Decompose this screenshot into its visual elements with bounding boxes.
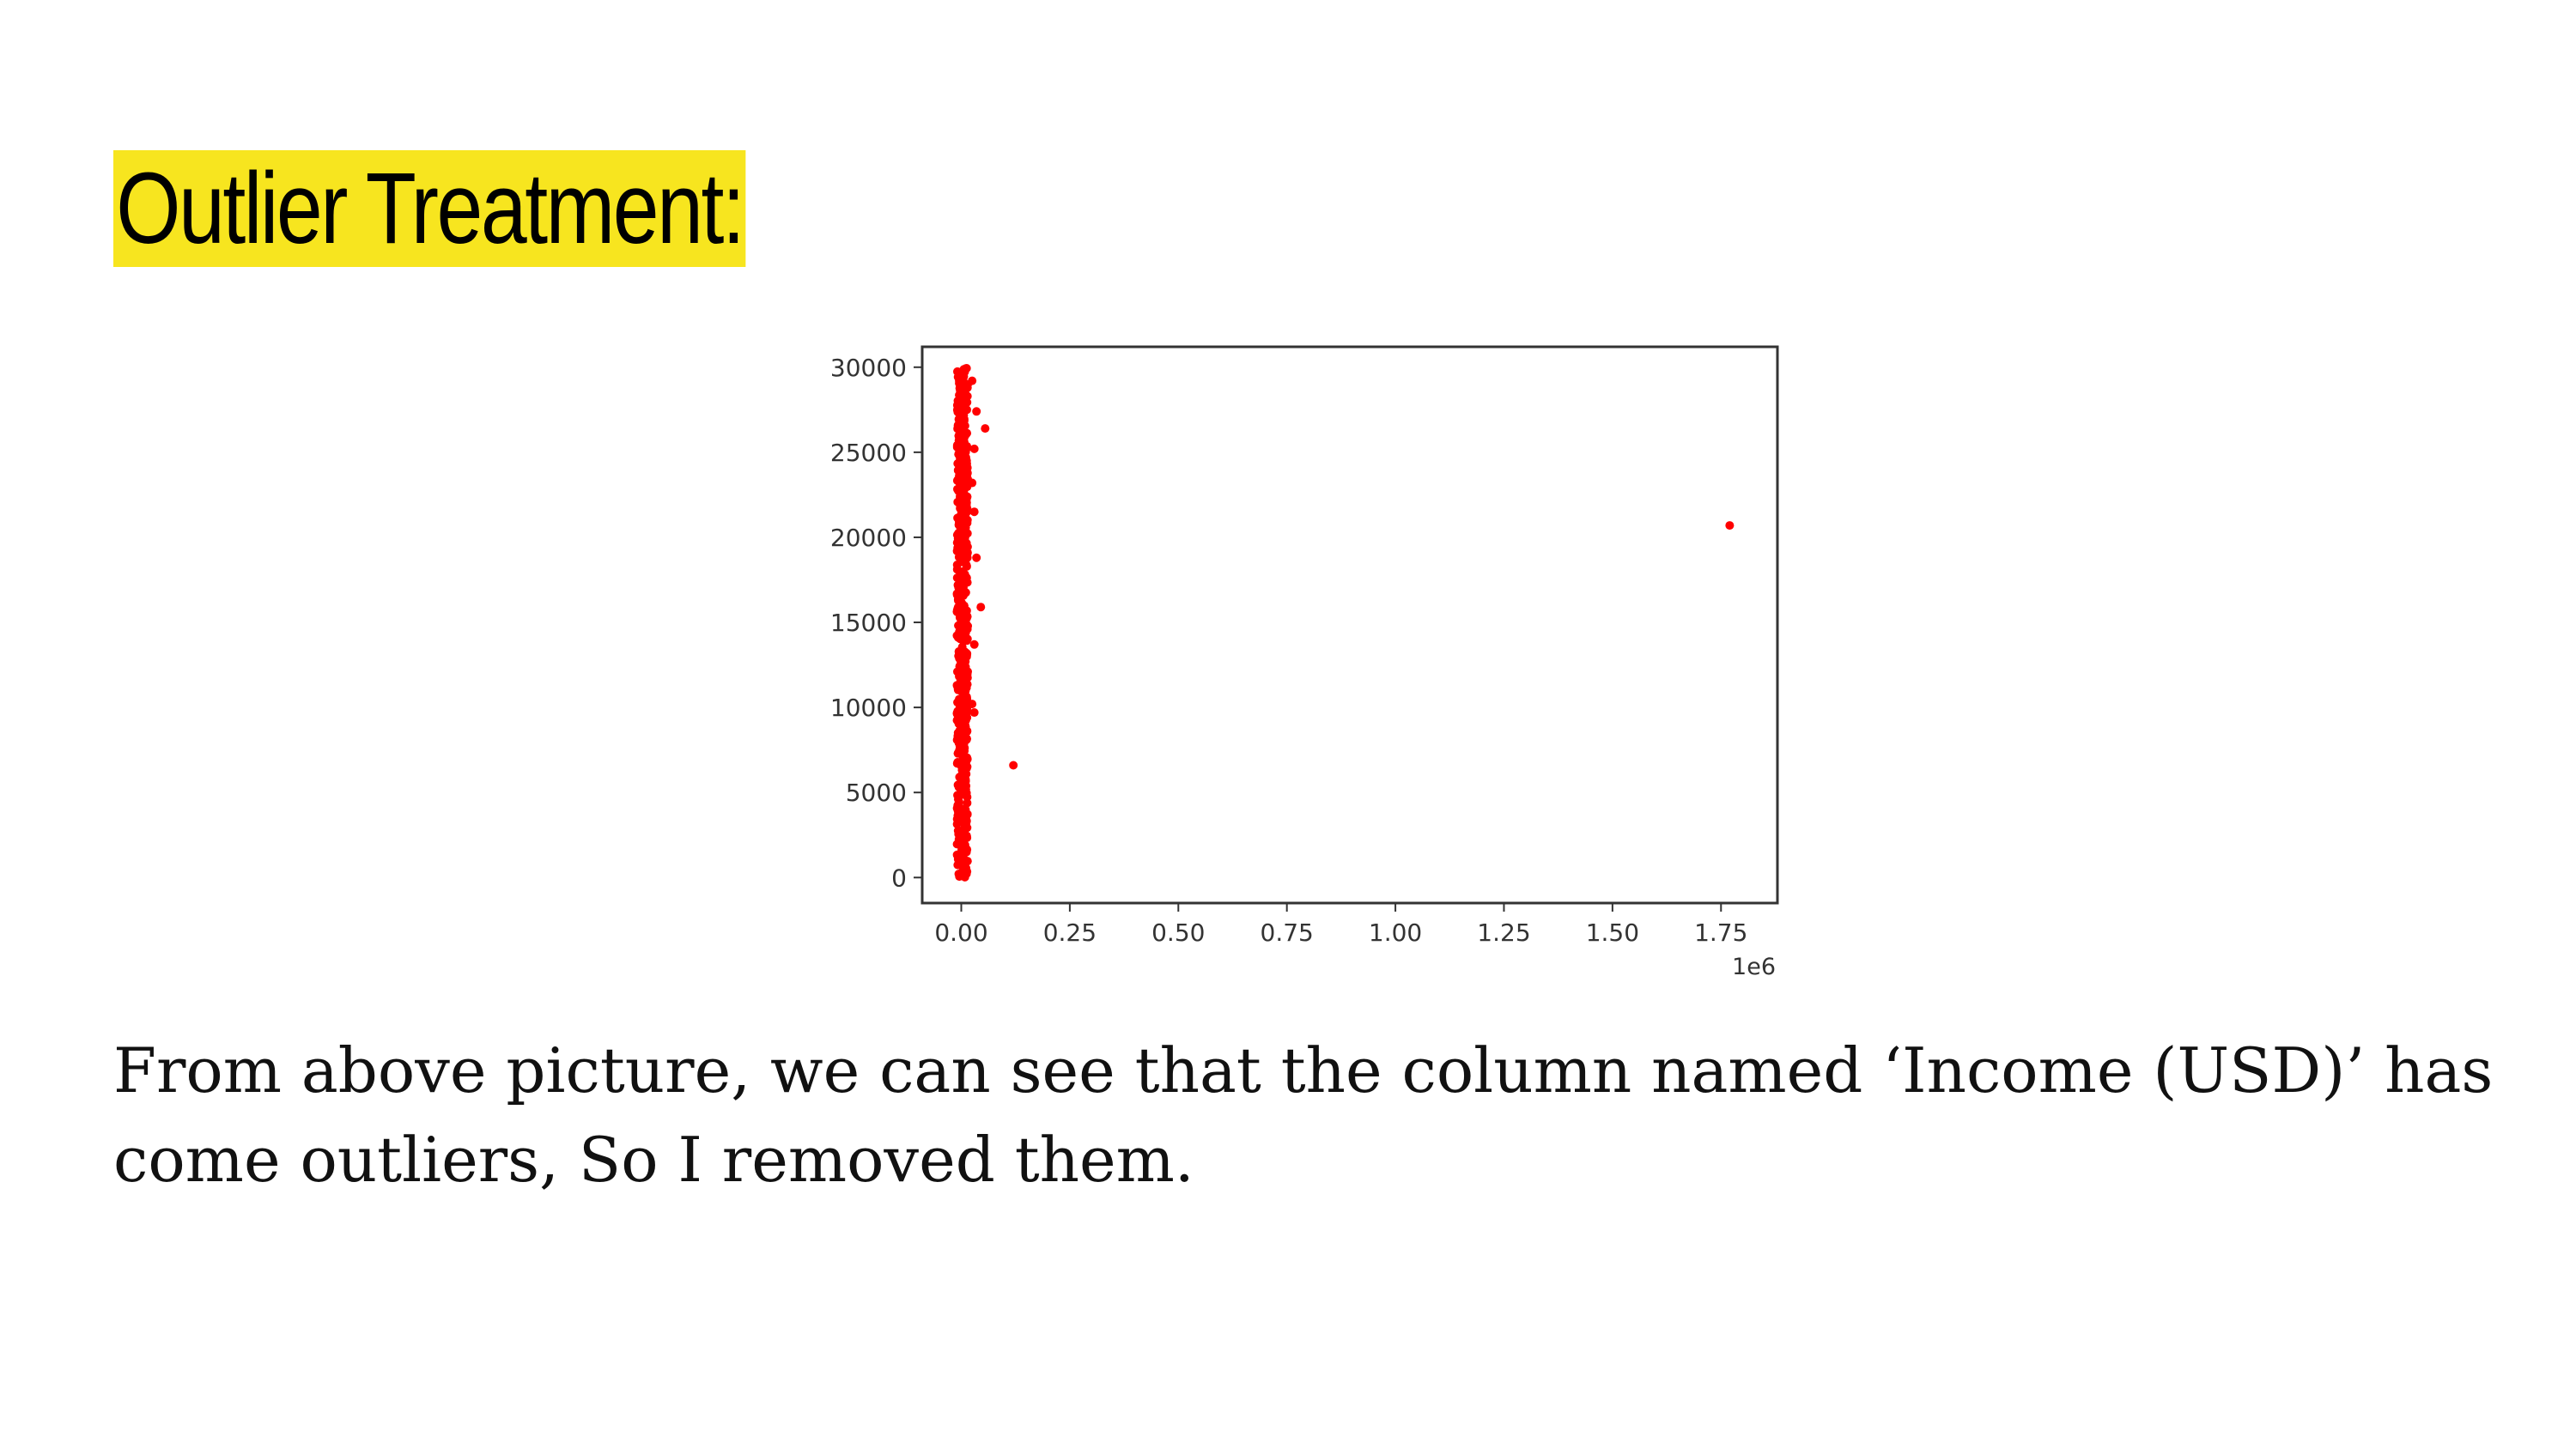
cluster-point [958, 415, 968, 425]
cluster-point [955, 662, 964, 671]
cluster-point [962, 788, 971, 797]
cluster-point [956, 470, 965, 480]
data-point [969, 444, 979, 453]
cluster-point [953, 459, 963, 469]
cluster-point [961, 430, 970, 440]
cluster-point [953, 423, 963, 433]
points-layer [952, 364, 1735, 882]
slide-title: Outlier Treatment: [113, 150, 746, 267]
y-tick-label: 15000 [830, 609, 907, 637]
cluster-point [953, 407, 963, 416]
cluster-point [961, 712, 970, 721]
data-point [976, 603, 986, 612]
data-point [968, 376, 977, 385]
cluster-point [954, 530, 963, 540]
cluster-point [957, 718, 966, 727]
data-point [969, 507, 979, 517]
x-tick-label: 1.25 [1477, 919, 1530, 947]
cluster-point [963, 492, 972, 501]
data-point [972, 553, 981, 562]
x-tick-label: 0.75 [1261, 919, 1314, 947]
data-point [972, 407, 981, 416]
cluster-point [955, 654, 964, 664]
cluster-point [953, 731, 963, 741]
cluster-point [957, 481, 966, 490]
cluster-point [954, 647, 963, 657]
cluster-point [958, 567, 968, 576]
plot-frame [920, 345, 1779, 905]
x-tick-label: 1.00 [1369, 919, 1422, 947]
cluster-point [953, 840, 963, 849]
data-point [1009, 761, 1018, 770]
data-point [969, 640, 979, 649]
cluster-point [962, 869, 971, 878]
cluster-point [952, 561, 962, 570]
cluster-point [957, 670, 967, 679]
y-tick-label: 25000 [830, 439, 907, 467]
cluster-point [959, 378, 969, 387]
x-tick-label: 1.75 [1694, 919, 1747, 947]
cluster-point [954, 711, 963, 720]
cluster-point [956, 789, 965, 798]
y-tick-label: 20000 [830, 524, 907, 552]
x-tick-label: 0.50 [1151, 919, 1205, 947]
cluster-point [963, 391, 972, 401]
data-point [981, 424, 990, 433]
y-tick-label: 0 [891, 864, 907, 892]
x-offset-label: 1e6 [1732, 954, 1776, 980]
y-tick-label: 10000 [830, 694, 907, 722]
cluster-point [961, 691, 970, 700]
data-point [1725, 521, 1735, 530]
cluster-point [956, 850, 965, 859]
data-point [968, 478, 977, 488]
cluster-point [962, 612, 971, 621]
data-point [968, 700, 977, 709]
cluster-point [955, 447, 964, 457]
cluster-point [963, 798, 972, 808]
x-tick-label: 0.00 [934, 919, 987, 947]
x-tick-label: 0.25 [1043, 919, 1097, 947]
cluster-point [957, 750, 967, 760]
cluster-point [963, 462, 972, 471]
cluster-point [953, 683, 963, 693]
cluster-point [954, 738, 963, 748]
cluster-point [955, 391, 964, 400]
data-point [969, 708, 979, 718]
scatter-chart: 0.00 0.25 0.50 0.75 1.00 1.25 1.50 1.75 0 5000 100… [830, 345, 1779, 980]
cluster-point [953, 801, 963, 810]
cluster-point [954, 582, 963, 591]
cluster-point [957, 771, 966, 780]
cluster-point [957, 777, 966, 786]
cluster-point [952, 605, 962, 615]
cluster-point [955, 759, 964, 768]
cluster-point [953, 811, 963, 821]
cluster-point [957, 634, 967, 644]
cluster-point [963, 578, 972, 587]
y-tick-label: 30000 [830, 354, 907, 382]
slide-body-text: From above picture, we can see that the … [113, 1034, 2494, 1196]
cluster-point [956, 504, 965, 513]
cluster-point [960, 725, 969, 735]
cluster-point [963, 518, 972, 528]
cluster-point [957, 367, 967, 377]
cluster-point [958, 540, 968, 549]
cluster-point [954, 520, 963, 530]
x-tick-label: 1.50 [1586, 919, 1639, 947]
cluster-point [962, 606, 971, 615]
y-tick-label: 5000 [846, 779, 907, 807]
cluster-point [958, 828, 968, 838]
ticks-layer: 0.00 0.25 0.50 0.75 1.00 1.25 1.50 1.75 0 5000 100… [830, 354, 1748, 947]
cluster-point [954, 431, 963, 440]
cluster-point [960, 819, 969, 828]
cluster-point [956, 493, 965, 502]
